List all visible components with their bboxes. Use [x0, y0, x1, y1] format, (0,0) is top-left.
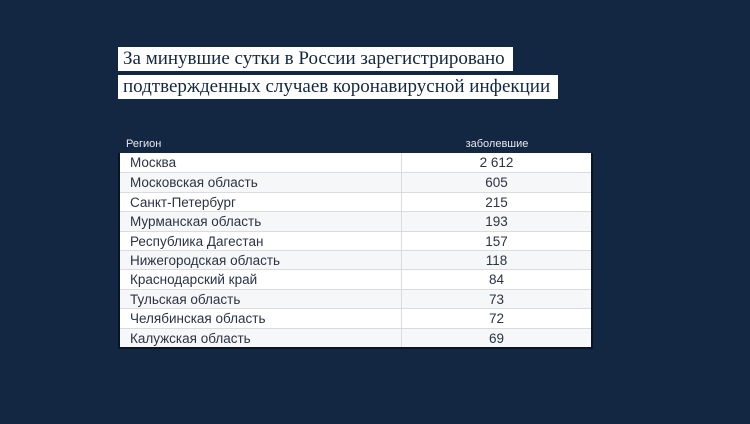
cases-cell: 605 — [401, 173, 591, 192]
region-cell: Москва — [130, 155, 177, 170]
table-row: Нижегородская область 118 — [120, 249, 591, 270]
table-row: Республика Дагестан 157 — [120, 230, 591, 250]
cases-cell: 157 — [401, 231, 591, 250]
title-line-1: За минувшие сутки в России зарегистриров… — [118, 47, 513, 71]
cases-cell: 69 — [401, 328, 591, 347]
region-cell: Московская область — [130, 175, 258, 191]
table-row: Мурманская область 193 — [120, 211, 591, 231]
cases-cell: 215 — [401, 192, 591, 212]
table-row: Краснодарский край 84 — [120, 269, 591, 289]
column-header-cases: заболевшие — [465, 138, 529, 150]
region-cell: Нижегородская область — [130, 252, 281, 268]
table-row: Калужская область 69 — [120, 327, 591, 347]
region-cell: Калужская область — [130, 330, 251, 346]
table-body: Москва 2 612 Московская область 605 Санк… — [118, 153, 593, 349]
table-row: Челябинская область 72 — [120, 308, 591, 328]
cases-cell: 193 — [401, 212, 591, 231]
page-title: За минувшие сутки в России зарегистриров… — [118, 47, 559, 103]
table-row: Тульская область 73 — [120, 288, 591, 309]
region-cell: Челябинская область — [130, 311, 266, 327]
table-row: Москва 2 612 — [120, 153, 591, 173]
region-cell: Краснодарский край — [130, 272, 258, 288]
column-header-region: Регион — [126, 138, 162, 150]
table-header-row: Регион заболевшие — [118, 136, 593, 153]
cases-cell: 2 612 — [401, 153, 591, 173]
cases-cell: 118 — [401, 250, 591, 270]
cases-cell: 84 — [401, 270, 591, 289]
region-cell: Мурманская область — [130, 214, 262, 230]
region-cell: Санкт-Петербург — [130, 194, 236, 210]
region-cell: Тульская область — [130, 291, 241, 307]
title-line-2: подтвержденных случаев коронавирусной ин… — [118, 75, 559, 99]
table-row: Московская область 605 — [120, 172, 591, 192]
table-row: Санкт-Петербург 215 — [120, 191, 591, 212]
cases-cell: 73 — [401, 289, 591, 309]
cases-cell: 72 — [401, 309, 591, 328]
cases-table: Регион заболевшие Москва 2 612 Московска… — [118, 136, 593, 349]
region-cell: Республика Дагестан — [130, 233, 264, 249]
